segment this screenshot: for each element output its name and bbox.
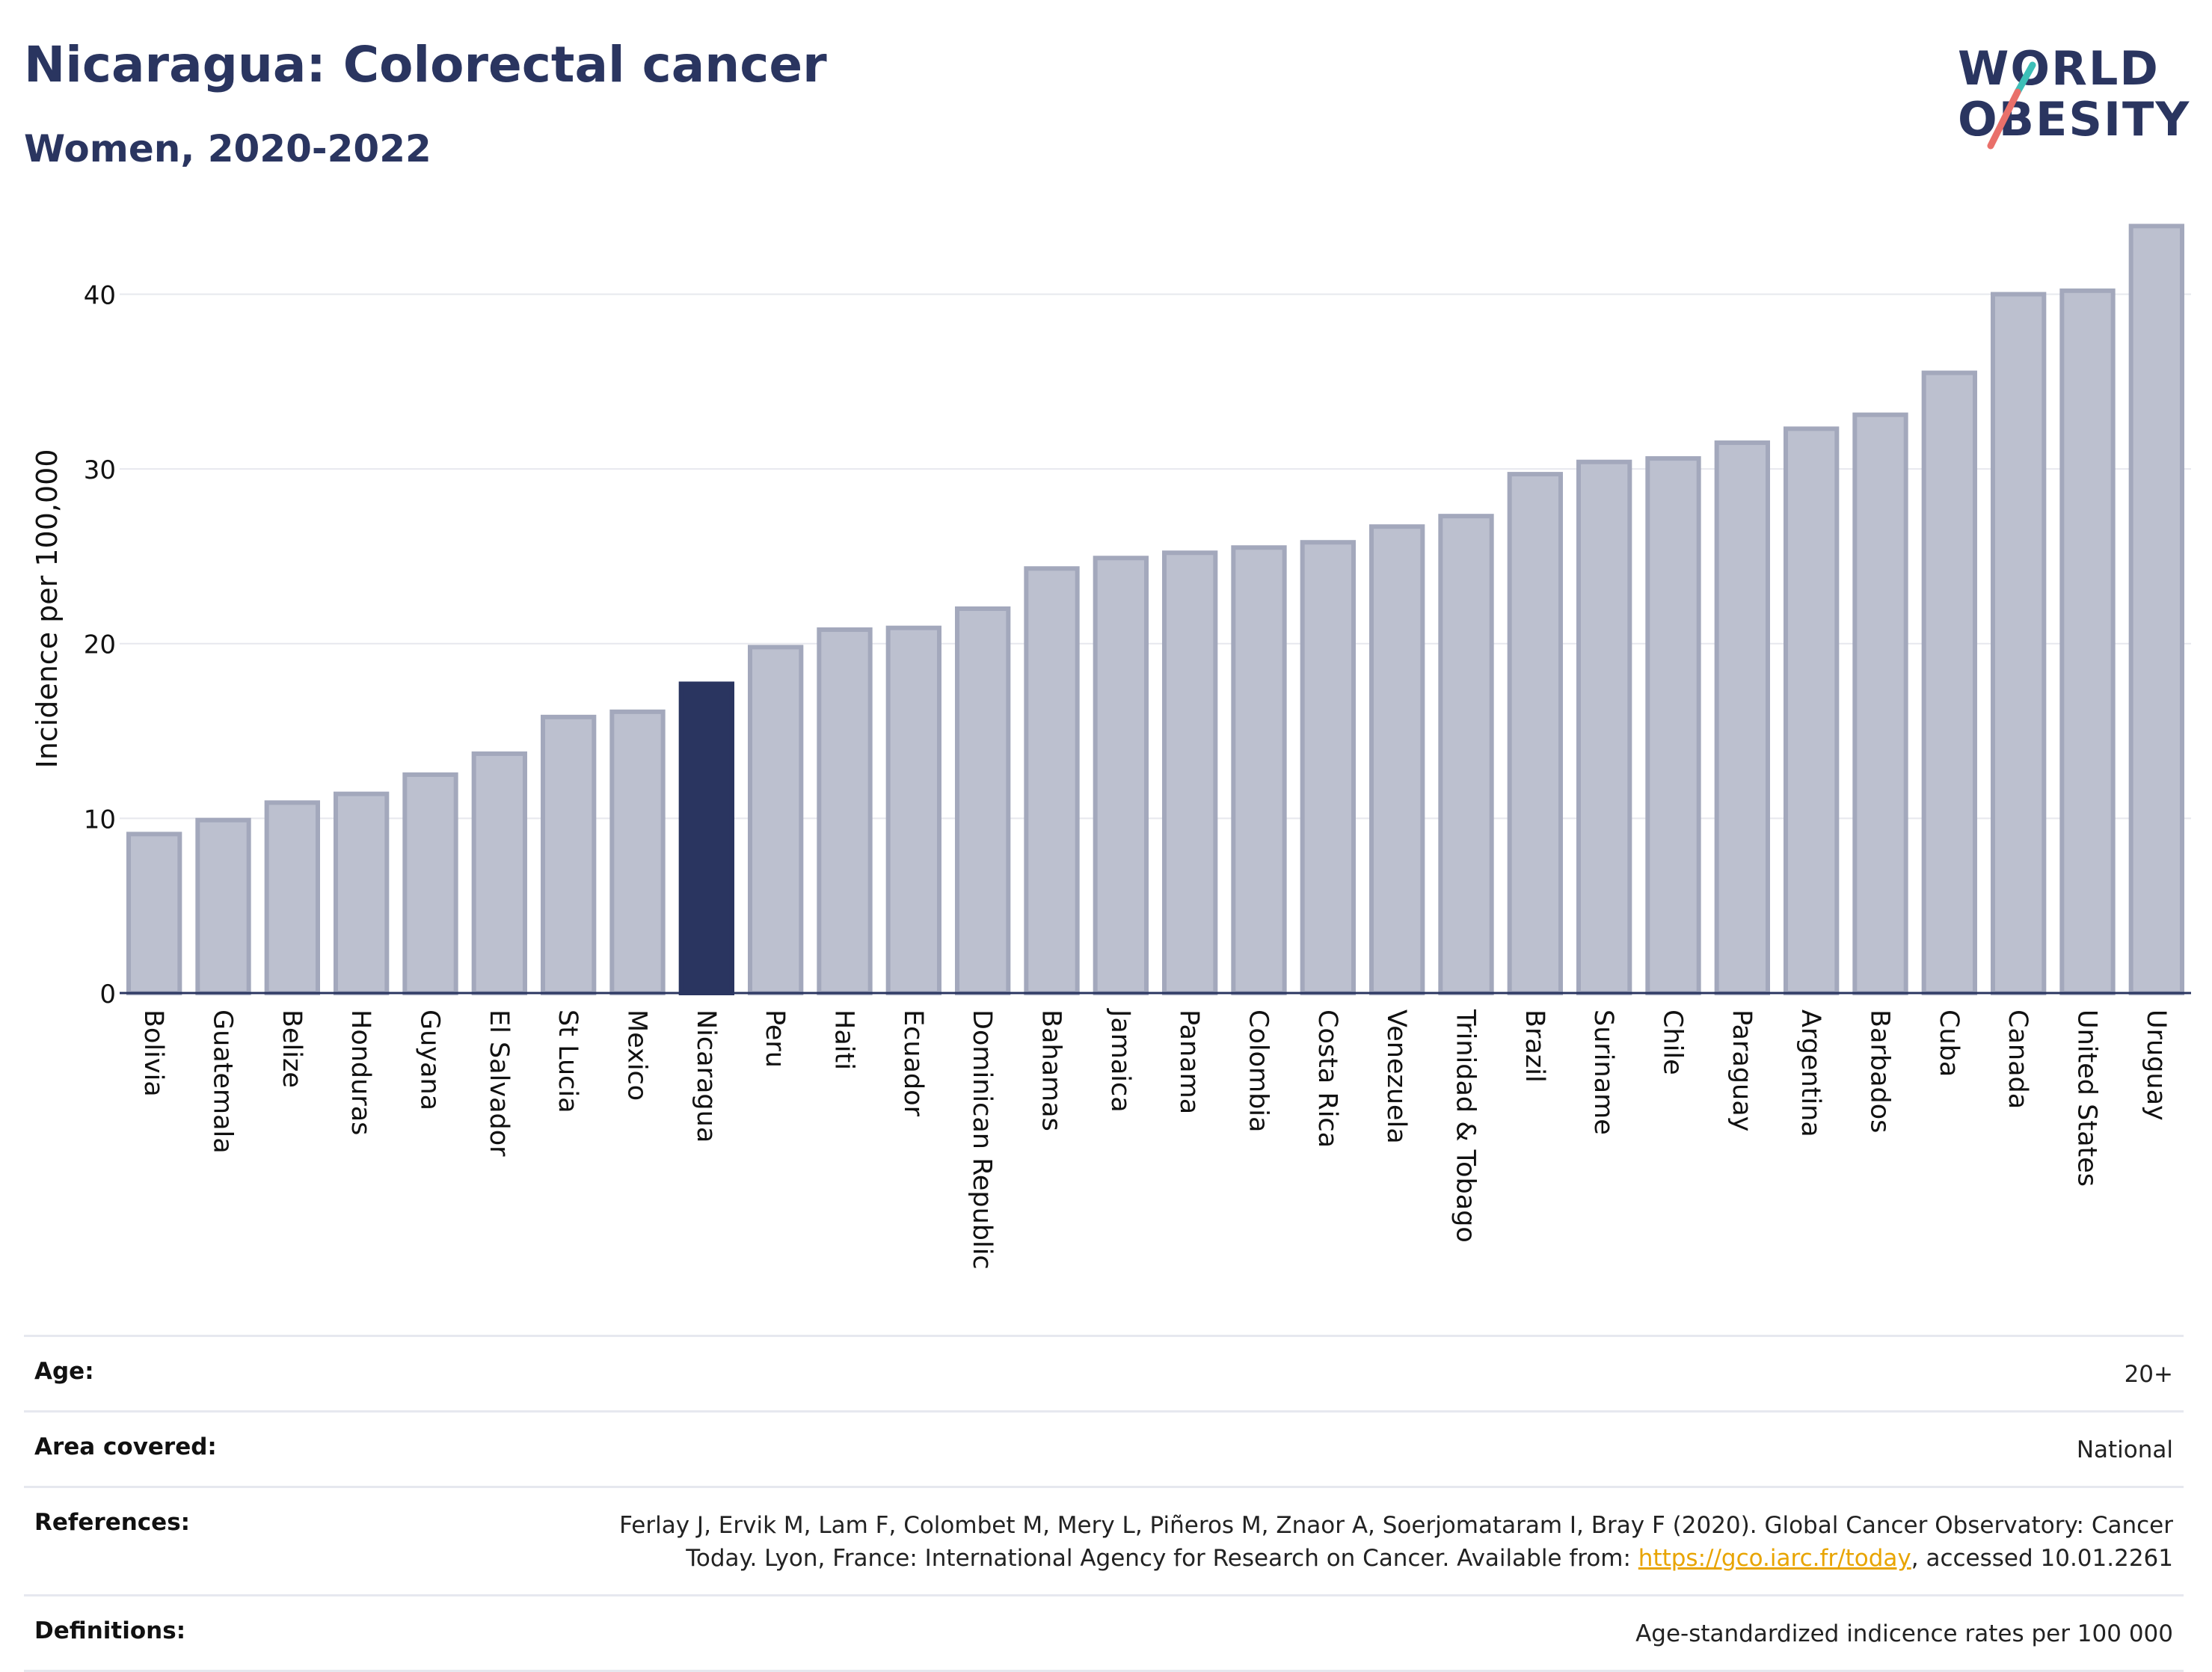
bar-chart: 0 10 20 30 40 Bolivia Guatemala Belize Honduras G… (31, 224, 2191, 1270)
y-tick-label: 20 (84, 630, 116, 660)
bar (1162, 550, 1218, 995)
info-row-references: References: Ferlay J, Ervik M, Lam F, Co… (24, 1486, 2184, 1594)
bar (748, 645, 804, 996)
bar (1784, 426, 1840, 995)
logo-text-world: WORLD (1958, 41, 2160, 96)
x-tick-label: St Lucia (553, 1009, 583, 1113)
bar (817, 627, 873, 995)
y-tick-label: 30 (84, 455, 116, 485)
info-row-age: Age: 20+ (24, 1335, 2184, 1410)
bar (1507, 472, 1563, 996)
x-tick-label: Panama (1174, 1009, 1204, 1114)
bars (126, 224, 2184, 996)
bar (678, 681, 734, 995)
bar (402, 772, 458, 995)
bar (1093, 556, 1149, 995)
x-tick-label: Bolivia (138, 1009, 168, 1097)
age-label: Age: (34, 1358, 94, 1385)
bar (1231, 545, 1287, 995)
x-tick-label: Costa Rica (1312, 1009, 1342, 1148)
x-tick-label: Suriname (1588, 1009, 1618, 1135)
bar (1852, 412, 1908, 995)
references-value: Ferlay J, Ervik M, Lam F, Colombet M, Me… (565, 1509, 2173, 1575)
area-value: National (2076, 1436, 2173, 1463)
bar (2128, 224, 2184, 996)
references-link[interactable]: https://gco.iarc.fr/today (1638, 1545, 1911, 1572)
bar (1024, 566, 1080, 996)
x-tick-label: Nicaragua (691, 1009, 721, 1143)
x-tick-label: Brazil (1520, 1009, 1549, 1083)
x-tick-label: Peru (760, 1009, 790, 1068)
y-tick-label: 40 (84, 280, 116, 310)
bar (609, 709, 666, 995)
x-tick-label: Bahamas (1036, 1009, 1066, 1131)
x-tick-label: Guatemala (208, 1009, 238, 1154)
x-tick-label: Trinidad & Tobago (1451, 1009, 1481, 1243)
x-tick-label: Honduras (345, 1009, 375, 1135)
x-tick-label: Paraguay (1727, 1009, 1757, 1131)
bar (126, 832, 182, 996)
y-tick-label: 10 (84, 805, 116, 835)
x-tick-label: Haiti (829, 1009, 859, 1070)
x-tick-label: Belize (277, 1009, 307, 1088)
grid-lines (120, 293, 2191, 820)
chart-subtitle: Women, 2020-2022 (24, 127, 431, 170)
world-obesity-logo: WORLD OBESITY (1937, 34, 2206, 161)
x-tick-label: Mexico (622, 1009, 652, 1101)
x-tick-label: El Salvador (484, 1009, 514, 1157)
definitions-label: Definitions: (34, 1617, 186, 1644)
bar (1576, 459, 1632, 995)
bar (1369, 524, 1425, 995)
references-label: References: (34, 1509, 191, 1536)
y-axis-label: Incidence per 100,000 (31, 449, 64, 768)
bar (1645, 456, 1701, 995)
x-tick-label: Chile (1658, 1009, 1688, 1075)
x-tick-label: Uruguay (2141, 1009, 2171, 1121)
x-tick-label: Jamaica (1105, 1008, 1135, 1113)
bar (955, 606, 1011, 995)
info-row-definitions: Definitions: Age-standardized indicence … (24, 1594, 2184, 1672)
age-value: 20+ (2124, 1361, 2173, 1388)
bar (885, 625, 941, 995)
definitions-value: Age-standardized indicence rates per 100… (1635, 1620, 2173, 1647)
bar (541, 714, 597, 995)
y-tick-label: 0 (99, 980, 116, 1009)
bar (264, 800, 320, 995)
area-label: Area covered: (34, 1433, 217, 1460)
x-tick-label: Venezuela (1381, 1009, 1411, 1144)
bar (195, 817, 251, 996)
x-tick-label: Canada (2003, 1009, 2033, 1109)
references-text: Ferlay J, Ervik M, Lam F, Colombet M, Me… (619, 1512, 2173, 1572)
info-table: Age: 20+ Area covered: National Referenc… (24, 1335, 2184, 1672)
x-tick-label: Cuba (1934, 1009, 1964, 1077)
x-tick-label: Colombia (1244, 1009, 1274, 1132)
bar (1438, 514, 1494, 995)
axes: 0 10 20 30 40 Bolivia Guatemala Belize Honduras G… (84, 280, 2191, 1270)
bar (471, 751, 527, 995)
x-tick-label: Guyana (415, 1009, 445, 1110)
x-tick-label: Barbados (1865, 1009, 1895, 1133)
references-text-end: , accessed 10.01.2261 (1911, 1545, 2173, 1572)
info-row-area: Area covered: National (24, 1410, 2184, 1486)
logo-slash-icon (1987, 61, 2036, 150)
x-tick-label: United States (2072, 1009, 2102, 1187)
bar (1300, 540, 1356, 995)
bar (1921, 370, 1977, 996)
bar (2059, 288, 2116, 996)
bar (1991, 292, 2047, 996)
x-tick-label: Ecuador (898, 1009, 928, 1117)
bar (334, 791, 390, 995)
bar (1714, 440, 1770, 995)
x-tick-label: Dominican Republic (967, 1009, 997, 1270)
chart-title: Nicaragua: Colorectal cancer (24, 36, 827, 93)
x-tick-label: Argentina (1795, 1009, 1825, 1137)
